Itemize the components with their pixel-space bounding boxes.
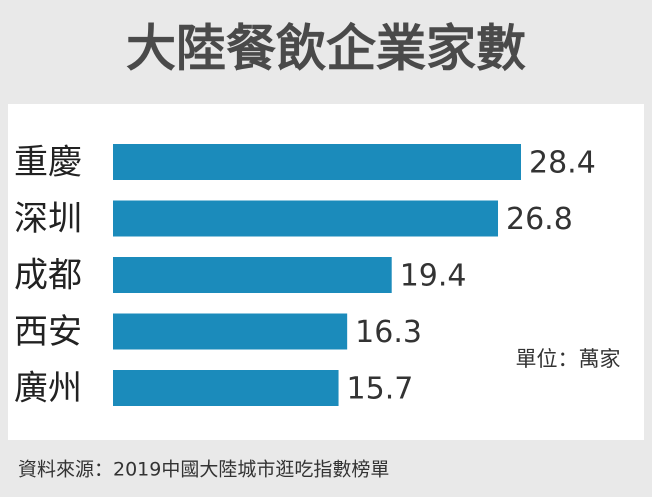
value-label: 28.4 <box>529 146 596 181</box>
category-label: 廣州 <box>14 369 82 409</box>
bar <box>113 144 521 180</box>
value-label: 19.4 <box>400 259 467 294</box>
bar <box>113 370 339 406</box>
category-label: 深圳 <box>14 199 82 239</box>
category-label: 西安 <box>14 312 82 352</box>
bar <box>113 313 348 350</box>
category-label: 成都 <box>14 256 82 296</box>
bar <box>113 200 499 237</box>
value-label: 26.8 <box>506 202 573 237</box>
source-note: 資料來源：2019中國大陸城市逛吃指數榜單 <box>18 459 389 481</box>
value-label: 15.7 <box>347 372 414 407</box>
bar <box>113 257 392 293</box>
unit-note: 單位：萬家 <box>516 347 621 371</box>
chart-title: 大陸餐飲企業家數 <box>126 20 526 78</box>
category-label: 重慶 <box>14 143 82 183</box>
value-label: 16.3 <box>355 315 422 350</box>
